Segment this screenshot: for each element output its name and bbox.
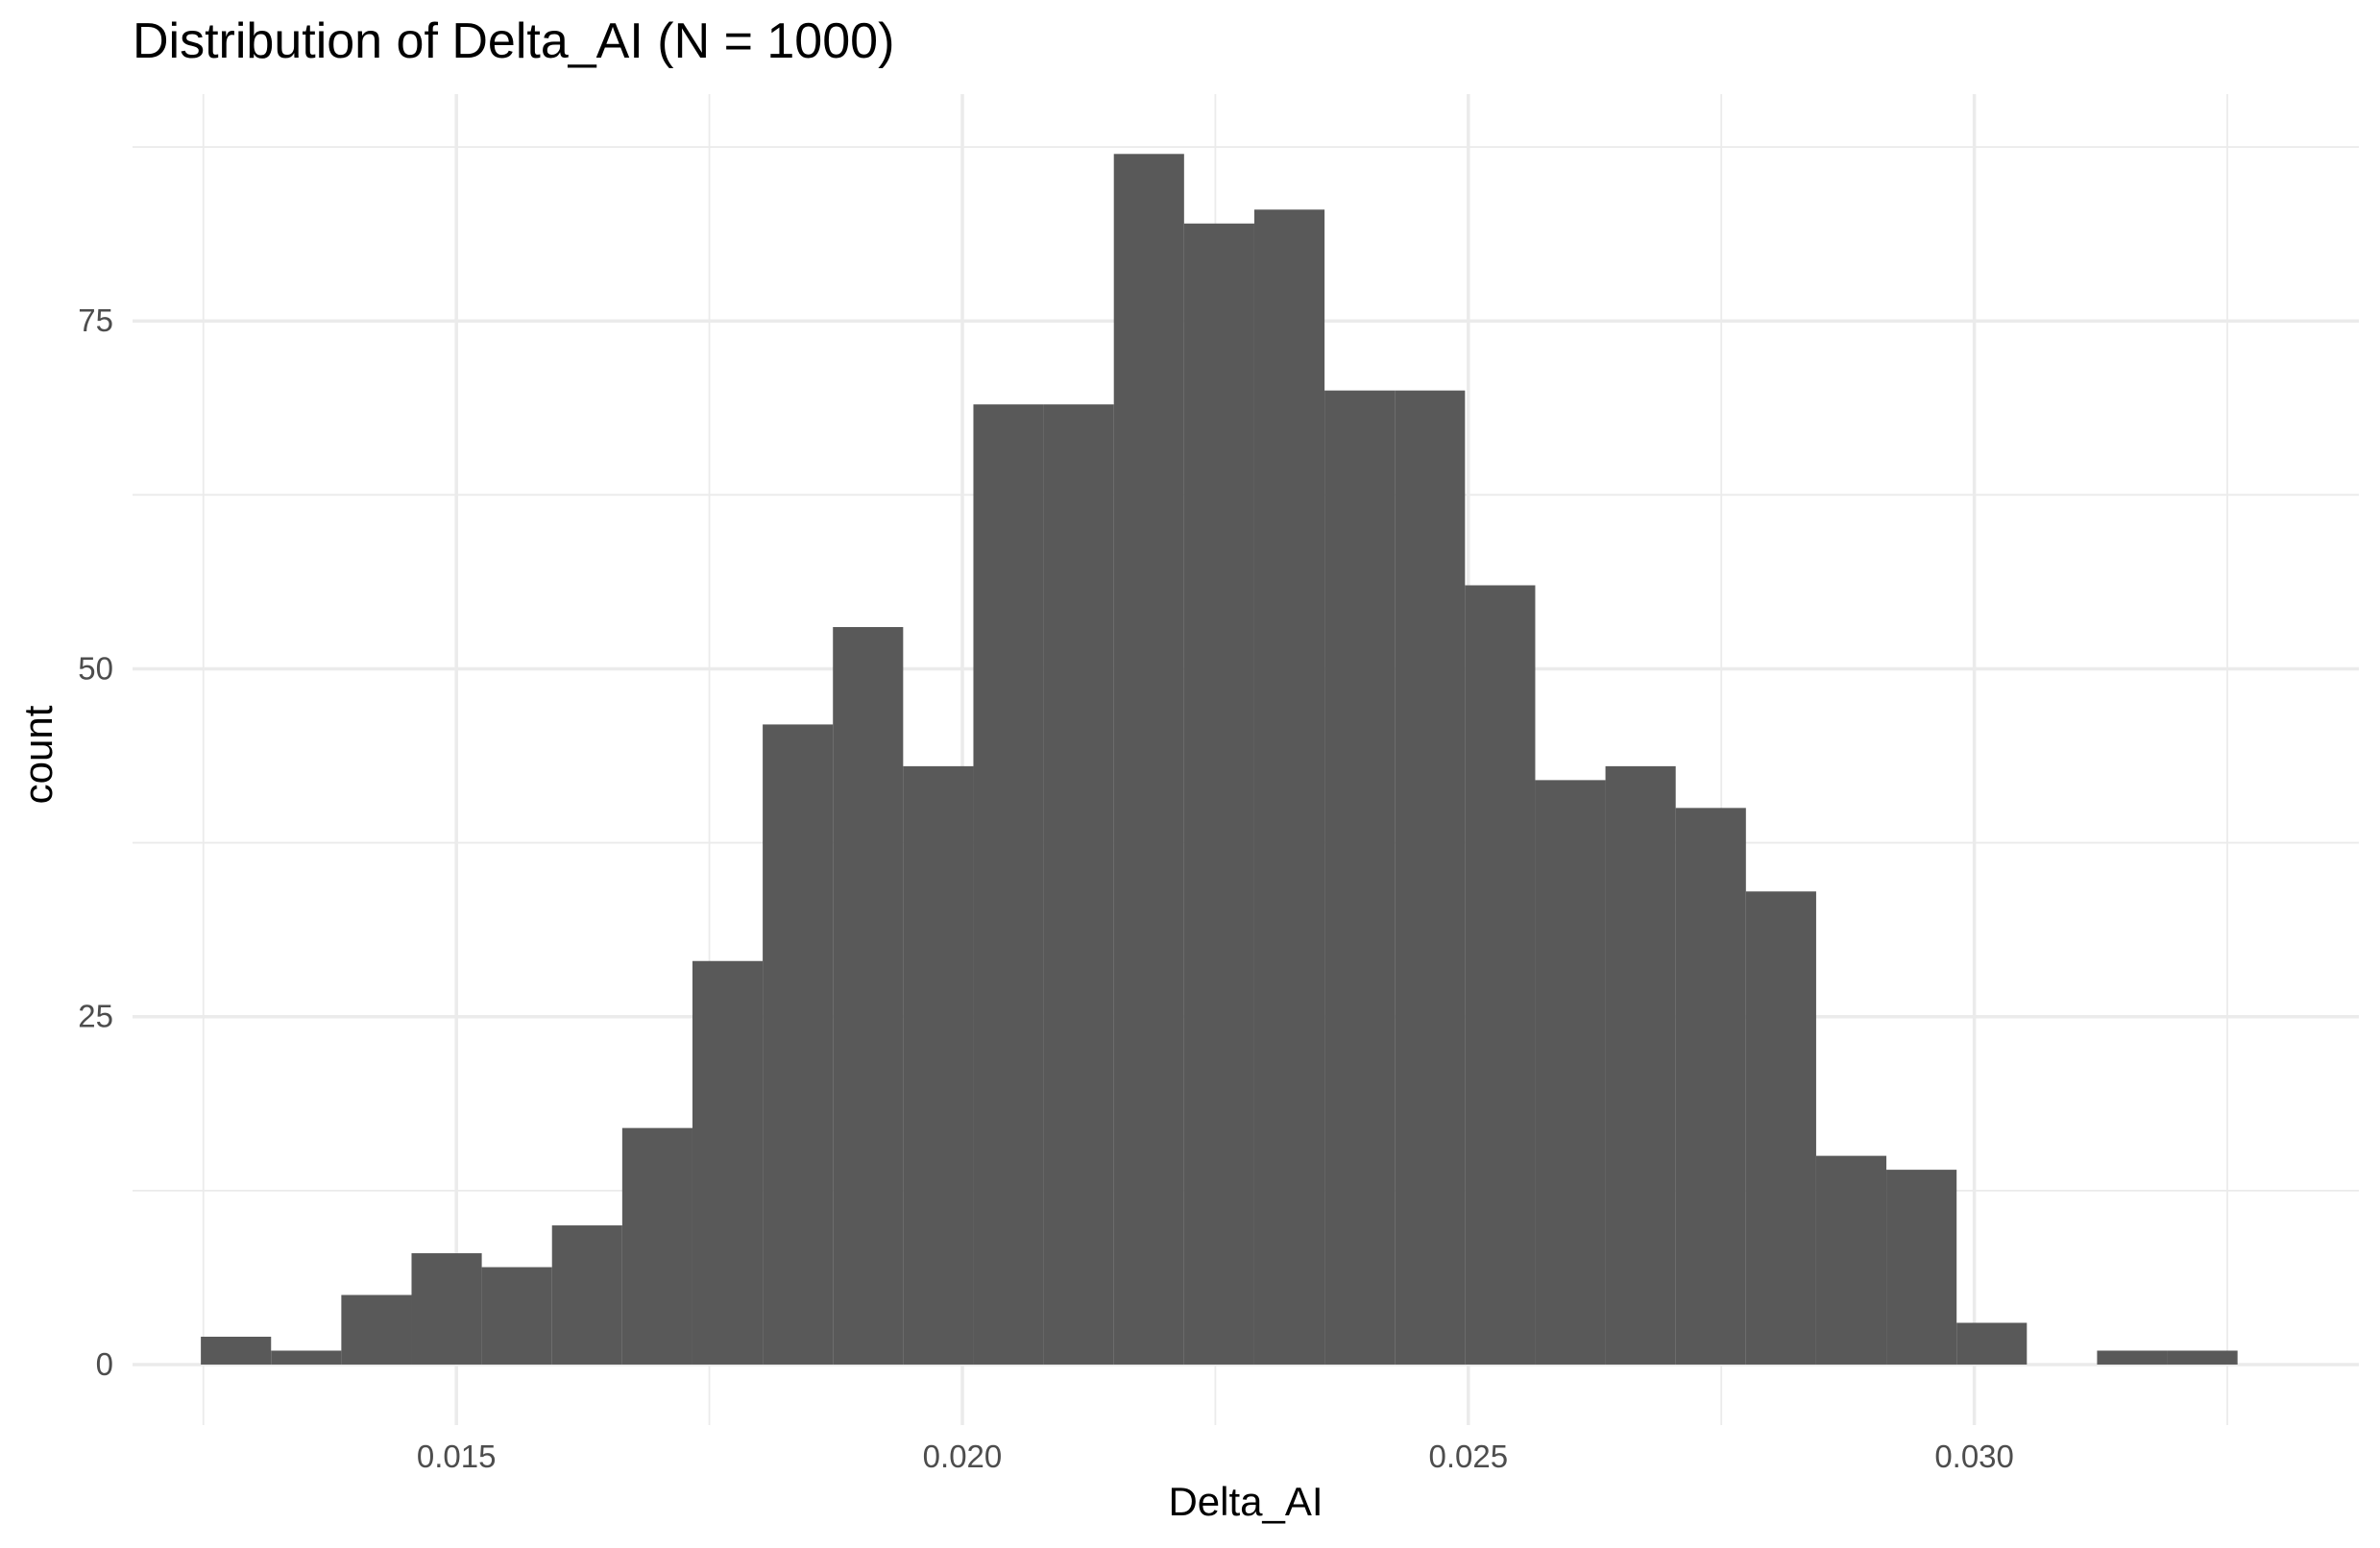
histogram-bar: [1886, 1170, 1957, 1365]
histogram-bar: [1395, 390, 1466, 1365]
histogram-bar: [1675, 808, 1746, 1365]
histogram-bar: [1745, 891, 1816, 1365]
x-tick-label: 0.025: [1429, 1439, 1509, 1474]
x-axis-title: Delta_AI: [1168, 1479, 1323, 1524]
histogram-bar: [973, 404, 1044, 1365]
histogram-bar: [1605, 765, 1676, 1365]
histogram-bar: [1956, 1322, 2028, 1365]
histogram-bar: [692, 960, 764, 1365]
histogram-bar: [763, 724, 834, 1365]
histogram-bar: [833, 626, 904, 1365]
histogram-bar: [411, 1253, 482, 1365]
y-axis-tick-labels: 0 25 50 75: [78, 302, 113, 1382]
histogram-bar: [1815, 1155, 1887, 1365]
x-tick-label: 0.015: [417, 1439, 497, 1474]
histogram-bar: [1113, 154, 1184, 1365]
histogram-bar: [1535, 780, 1606, 1365]
y-tick-label: 0: [96, 1346, 113, 1382]
chart-title: Distribution of Delta_AI (N = 1000): [133, 13, 894, 69]
histogram-bar: [2167, 1350, 2238, 1365]
x-tick-label: 0.030: [1934, 1439, 2014, 1474]
histogram-bar: [1465, 585, 1536, 1365]
histogram-bar: [341, 1294, 412, 1365]
histogram-bar: [2097, 1350, 2168, 1365]
x-axis-tick-labels: 0.015 0.020 0.025 0.030: [417, 1439, 2014, 1474]
histogram-bar: [481, 1267, 552, 1365]
histogram-bar: [903, 765, 974, 1365]
histogram-bar: [551, 1225, 622, 1365]
histogram-bar: [1324, 390, 1396, 1365]
x-tick-label: 0.020: [923, 1439, 1003, 1474]
histogram-bar: [201, 1336, 272, 1365]
y-tick-label: 75: [78, 302, 113, 338]
histogram-bar: [621, 1127, 692, 1365]
histogram-bar: [1043, 404, 1114, 1365]
histogram-bar: [271, 1350, 342, 1365]
y-axis-title: count: [15, 705, 61, 804]
histogram-bars: [201, 154, 2238, 1365]
histogram-bar: [1253, 209, 1325, 1365]
y-tick-label: 50: [78, 650, 113, 686]
y-tick-label: 25: [78, 999, 113, 1034]
histogram-bar: [1183, 223, 1254, 1365]
